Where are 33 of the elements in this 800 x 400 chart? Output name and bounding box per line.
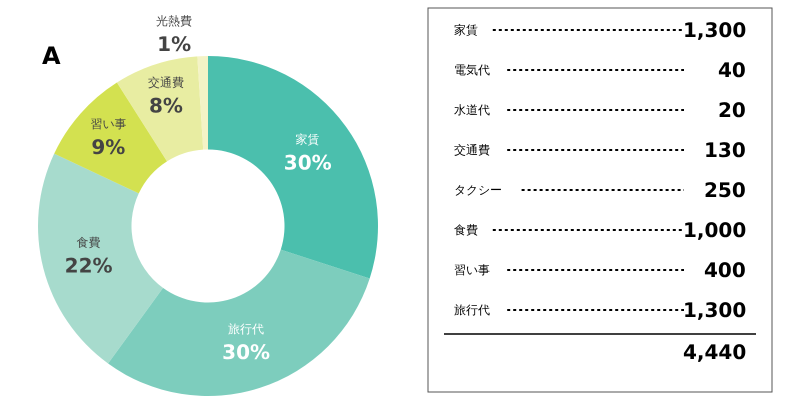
donut-slice: [197, 56, 208, 150]
category-label: 家賃: [454, 23, 478, 37]
data-label: 130: [704, 138, 746, 162]
category-label: タクシー: [454, 183, 502, 197]
text: A: [42, 42, 61, 70]
category-label: 食費: [454, 223, 478, 237]
slice-label: 家賃: [296, 132, 320, 147]
category-label: 旅行代: [454, 303, 490, 317]
slice-label: 習い事: [90, 117, 126, 132]
slice-label: 食費: [76, 236, 101, 250]
data-label: 9%: [91, 135, 126, 160]
category-label: 電気代: [454, 63, 490, 77]
data-label: 30%: [284, 150, 332, 175]
slice-label: 旅行代: [228, 322, 264, 336]
data-label: 40: [718, 58, 746, 82]
data-label: 1,300: [683, 298, 746, 322]
data-label: 8%: [148, 94, 183, 118]
data-label: 1,000: [683, 218, 746, 242]
data-label: 1%: [157, 32, 192, 56]
slice-label: 光熱費: [156, 14, 192, 28]
category-label: 交通費: [454, 143, 490, 157]
donut-slice: [208, 56, 378, 279]
data-label: 22%: [64, 254, 113, 278]
slice-label: 交通費: [148, 76, 184, 90]
text: 4,440: [683, 340, 746, 364]
donut-slice: [38, 154, 164, 364]
data-label: 30%: [222, 340, 270, 364]
data-label: 20: [718, 98, 746, 122]
category-label: 習い事: [454, 263, 490, 277]
data-label: 250: [704, 178, 746, 202]
category-label: 水道代: [454, 103, 490, 117]
data-label: 1,300: [683, 18, 746, 42]
data-label: 400: [704, 258, 746, 282]
